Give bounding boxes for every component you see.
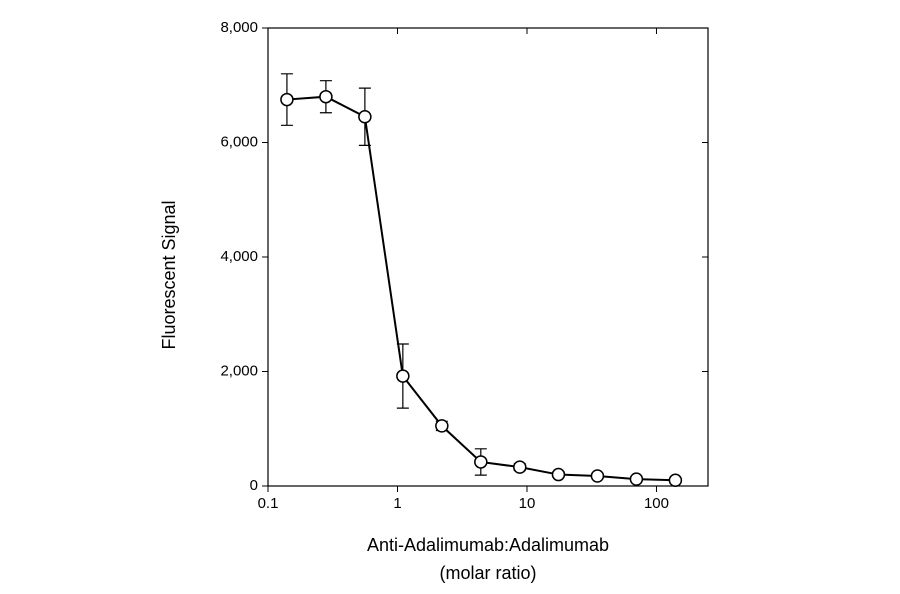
data-point: [396, 369, 410, 383]
data-point: [668, 473, 683, 488]
data-point: [551, 467, 566, 482]
x-tick-label: 10: [519, 495, 536, 512]
x-axis-label: (molar ratio): [439, 563, 536, 583]
data-point: [629, 472, 644, 486]
x-tick-label: 0.1: [258, 495, 279, 512]
data-point: [513, 460, 527, 474]
y-tick-label: 6,000: [220, 133, 258, 150]
x-axis-label: Anti-Adalimumab:Adalimumab: [367, 535, 609, 555]
y-tick-label: 2,000: [220, 362, 258, 379]
data-point: [474, 455, 488, 469]
data-point: [435, 419, 449, 433]
y-tick-label: 8,000: [220, 19, 258, 36]
x-tick-label: 100: [644, 495, 669, 512]
data-point: [358, 109, 372, 124]
data-point: [280, 92, 294, 107]
data-point: [590, 469, 605, 483]
y-tick-label: 4,000: [220, 248, 258, 265]
x-tick-label: 1: [393, 495, 401, 512]
y-tick-label: 0: [250, 477, 258, 494]
data-point: [319, 89, 333, 104]
y-axis-label: Fluorescent Signal: [159, 200, 179, 349]
series-line: [286, 95, 676, 482]
plot-frame: [267, 27, 709, 487]
